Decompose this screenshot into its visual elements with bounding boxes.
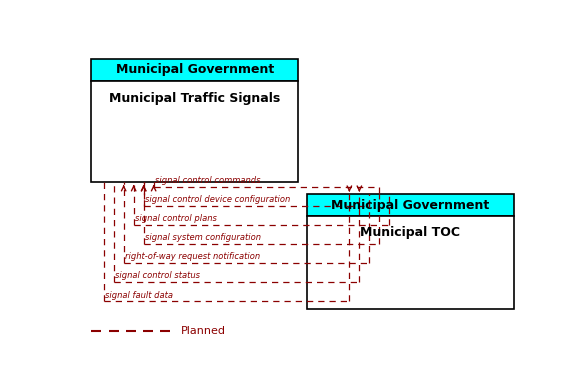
Text: signal system configuration: signal system configuration: [145, 233, 261, 242]
Text: Municipal Traffic Signals: Municipal Traffic Signals: [109, 92, 280, 106]
Text: Municipal Government: Municipal Government: [331, 199, 489, 212]
Text: signal control commands: signal control commands: [155, 176, 261, 185]
Text: Planned: Planned: [181, 326, 226, 336]
Bar: [91, 59, 298, 81]
Text: signal control plans: signal control plans: [135, 214, 217, 223]
Bar: [307, 194, 514, 216]
Text: right-of-way request notification: right-of-way request notification: [125, 252, 261, 261]
Text: signal fault data: signal fault data: [105, 291, 173, 300]
Bar: [307, 216, 514, 309]
Text: Municipal Government: Municipal Government: [115, 63, 274, 76]
Text: signal control device configuration: signal control device configuration: [145, 195, 291, 204]
Text: signal control status: signal control status: [115, 271, 200, 280]
Text: Municipal TOC: Municipal TOC: [360, 226, 461, 239]
Bar: [91, 81, 298, 182]
